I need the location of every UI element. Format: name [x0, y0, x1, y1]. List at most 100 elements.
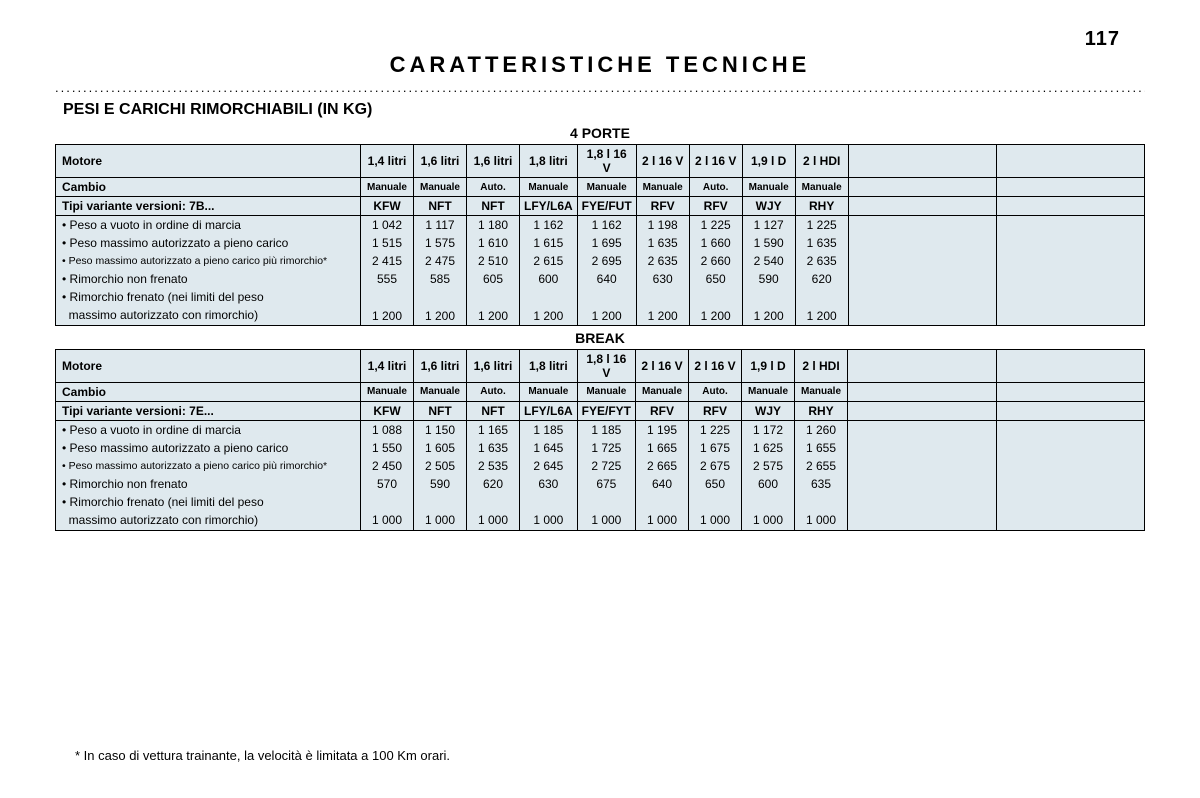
cell: 1 610 [467, 234, 520, 252]
cell: 1 635 [795, 234, 848, 252]
cell: Manuale [742, 178, 795, 197]
cell: 2 675 [689, 457, 742, 475]
cell: 1,9 l D [742, 145, 795, 178]
cell: 675 [577, 475, 635, 493]
row-label: • Rimorchio non frenato [56, 475, 361, 493]
cell: 1,4 litri [361, 349, 414, 382]
cell: LFY/L6A [520, 197, 578, 216]
cell: 605 [467, 270, 520, 288]
cell: 650 [689, 270, 742, 288]
cell: 1 000 [520, 511, 578, 530]
row-label: massimo autorizzato con rimorchio) [56, 511, 361, 530]
cell: 1 117 [414, 216, 467, 235]
variant-title: BREAK [55, 330, 1145, 346]
cell-empty [848, 439, 996, 457]
cell: WJY [742, 401, 795, 420]
cell: 1 000 [361, 511, 414, 530]
cell: 1,6 litri [467, 145, 520, 178]
cell-empty [689, 493, 742, 511]
cell-empty [848, 178, 996, 197]
cell: Auto. [689, 382, 742, 401]
cell-empty [848, 197, 996, 216]
cell-empty [848, 306, 996, 325]
cell-empty [742, 493, 795, 511]
cell: 590 [414, 475, 467, 493]
cell: 1 180 [467, 216, 520, 235]
cell: 1 088 [361, 420, 414, 439]
cell: 600 [520, 270, 578, 288]
cell: 2 725 [577, 457, 635, 475]
cell-empty [848, 288, 996, 306]
cell-empty [996, 234, 1144, 252]
cell-empty [996, 401, 1145, 420]
cell: 1,8 litri [520, 349, 578, 382]
cell: 620 [795, 270, 848, 288]
cell: 1 000 [689, 511, 742, 530]
cell: Manuale [577, 382, 635, 401]
cell: NFT [414, 197, 467, 216]
cell-empty [848, 475, 996, 493]
cell: 2 540 [742, 252, 795, 270]
cell: 1 260 [795, 420, 848, 439]
cell: 1,8 litri [520, 145, 578, 178]
table-row: • Rimorchio frenato (nei limiti del peso [56, 288, 1145, 306]
cell: 2 l 16 V [636, 145, 689, 178]
cell: 1 575 [414, 234, 467, 252]
divider-dots: ........................................… [55, 80, 1145, 95]
cell: 1 655 [795, 439, 848, 457]
cell: RHY [795, 401, 848, 420]
cell: 1 200 [742, 306, 795, 325]
cell: 1 725 [577, 439, 635, 457]
cell: 1 615 [520, 234, 578, 252]
cell-empty [577, 493, 635, 511]
cell: 2 535 [467, 457, 520, 475]
row-label: Cambio [56, 178, 361, 197]
cell: 1 185 [520, 420, 578, 439]
row-label: Tipi variante versioni: 7E... [56, 401, 361, 420]
cell: Manuale [795, 178, 848, 197]
cell-empty [996, 349, 1145, 382]
cell-empty [996, 511, 1145, 530]
cell: 620 [467, 475, 520, 493]
row-label: • Rimorchio non frenato [56, 270, 361, 288]
cell: WJY [742, 197, 795, 216]
cell-empty [520, 288, 578, 306]
table-row: • Peso a vuoto in ordine di marcia1 0881… [56, 420, 1145, 439]
cell: 1 225 [689, 216, 742, 235]
cell: 1 660 [689, 234, 742, 252]
table-row: massimo autorizzato con rimorchio)1 0001… [56, 511, 1145, 530]
section-subtitle: PESI E CARICHI RIMORCHIABILI (IN KG) [55, 101, 1145, 119]
row-label: • Peso massimo autorizzato a pieno caric… [56, 457, 361, 475]
cell: Manuale [520, 382, 578, 401]
cell: 2 l 16 V [689, 145, 742, 178]
cell-empty [848, 216, 996, 235]
cell-empty [848, 401, 996, 420]
cell: Manuale [361, 178, 414, 197]
cell: 2 475 [414, 252, 467, 270]
cell-empty [742, 288, 795, 306]
cell-empty [996, 252, 1144, 270]
cell: 2 645 [520, 457, 578, 475]
cell: KFW [361, 197, 414, 216]
cell: Auto. [689, 178, 742, 197]
table-row: • Peso massimo autorizzato a pieno caric… [56, 457, 1145, 475]
cell: 1 200 [689, 306, 742, 325]
cell: 570 [361, 475, 414, 493]
cell: 1 172 [742, 420, 795, 439]
cell: 2 l HDI [795, 145, 848, 178]
cell: 1 625 [742, 439, 795, 457]
cell: Manuale [636, 382, 689, 401]
cell: Manuale [577, 178, 636, 197]
cell-empty [996, 216, 1144, 235]
cell-empty [577, 288, 636, 306]
cell: 1 200 [361, 306, 414, 325]
cell-empty [848, 270, 996, 288]
row-label: massimo autorizzato con rimorchio) [56, 306, 361, 325]
cell-empty [361, 288, 414, 306]
cell: 1 590 [742, 234, 795, 252]
cell: 2 660 [689, 252, 742, 270]
spec-table: Motore1,4 litri1,6 litri1,6 litri1,8 lit… [55, 144, 1145, 326]
cell: 1,8 l 16 V [577, 349, 635, 382]
cell: 1 550 [361, 439, 414, 457]
cell-empty [636, 288, 689, 306]
